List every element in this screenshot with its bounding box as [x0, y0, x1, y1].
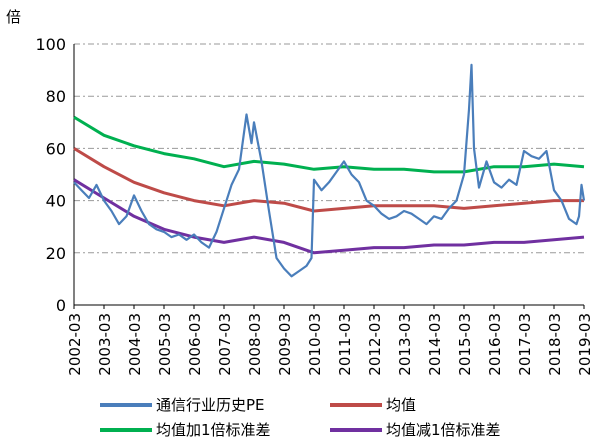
x-tick-label-2018-03: 2018-03 [546, 313, 564, 376]
series-line-3 [73, 178, 585, 255]
y-tick-label-60: 60 [46, 139, 66, 158]
x-tick-label-2012-03: 2012-03 [366, 313, 384, 376]
y-tick-label-20: 20 [46, 244, 66, 263]
x-tick-label-2006-03: 2006-03 [186, 313, 204, 376]
series-line-1 [73, 147, 584, 213]
series-line-2 [73, 115, 585, 174]
y-tick-label-40: 40 [46, 192, 66, 211]
y-tick-label-100: 100 [35, 35, 66, 54]
x-tick-label-2011-03: 2011-03 [336, 313, 354, 376]
x-tick-label-2005-03: 2005-03 [156, 313, 174, 376]
series-line-0 [73, 63, 586, 278]
x-tick-label-2002-03: 2002-03 [66, 313, 84, 376]
y-tick-label-80: 80 [46, 87, 66, 106]
x-tick-label-2007-03: 2007-03 [216, 313, 234, 376]
x-tick-label-2009-03: 2009-03 [276, 313, 294, 376]
x-tick-label-2014-03: 2014-03 [426, 313, 444, 376]
x-tick-label-2016-03: 2016-03 [486, 313, 504, 376]
x-tick-label-2013-03: 2013-03 [396, 313, 414, 376]
x-tick-label-2010-03: 2010-03 [306, 313, 324, 376]
x-tick-label-2015-03: 2015-03 [456, 313, 474, 376]
y-tick-label-0: 0 [56, 296, 66, 315]
x-tick-label-2019-03: 2019-03 [576, 313, 593, 376]
x-tick-label-2003-03: 2003-03 [96, 313, 114, 376]
x-tick-label-2017-03: 2017-03 [516, 313, 534, 376]
x-tick-label-2004-03: 2004-03 [126, 313, 144, 376]
x-tick-label-2008-03: 2008-03 [246, 313, 264, 376]
y-unit-label: 倍 [6, 8, 22, 26]
